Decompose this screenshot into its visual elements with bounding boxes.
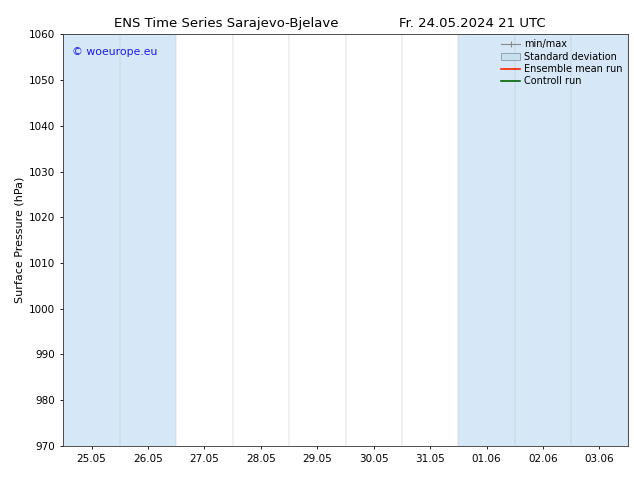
Bar [571, 34, 628, 446]
Bar [458, 34, 515, 446]
Y-axis label: Surface Pressure (hPa): Surface Pressure (hPa) [15, 177, 25, 303]
Text: © woeurope.eu: © woeurope.eu [72, 47, 157, 57]
Bar [120, 34, 176, 446]
Legend: min/max, Standard deviation, Ensemble mean run, Controll run: min/max, Standard deviation, Ensemble me… [501, 39, 623, 86]
Bar [63, 34, 120, 446]
Text: Fr. 24.05.2024 21 UTC: Fr. 24.05.2024 21 UTC [399, 17, 546, 30]
Text: ENS Time Series Sarajevo-Bjelave: ENS Time Series Sarajevo-Bjelave [114, 17, 339, 30]
Bar [515, 34, 571, 446]
